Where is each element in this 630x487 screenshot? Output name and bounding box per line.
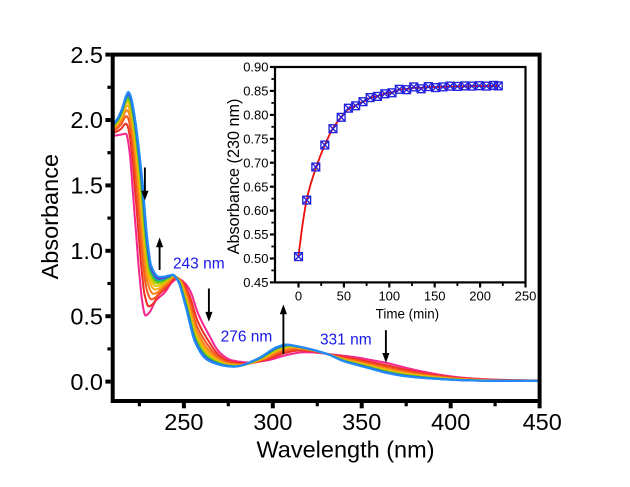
svg-text:0.5: 0.5 (70, 303, 103, 329)
svg-text:1.0: 1.0 (70, 238, 103, 264)
svg-text:0.80: 0.80 (243, 108, 268, 123)
svg-text:0.45: 0.45 (243, 275, 268, 290)
svg-text:331 nm: 331 nm (320, 332, 372, 349)
svg-text:Time (min): Time (min) (376, 306, 439, 321)
svg-text:2.5: 2.5 (70, 42, 103, 68)
svg-text:Absorbance: Absorbance (37, 154, 63, 279)
svg-text:1.5: 1.5 (70, 173, 103, 199)
svg-text:2.0: 2.0 (70, 107, 103, 133)
svg-text:0.90: 0.90 (243, 60, 268, 75)
svg-text:243 nm: 243 nm (173, 255, 225, 272)
svg-text:100: 100 (378, 289, 400, 304)
svg-text:0.75: 0.75 (243, 131, 268, 146)
svg-text:0.85: 0.85 (243, 84, 268, 99)
svg-text:Wavelength (nm): Wavelength (nm) (256, 437, 434, 463)
svg-text:400: 400 (431, 409, 470, 435)
svg-text:200: 200 (469, 289, 491, 304)
svg-text:276 nm: 276 nm (221, 328, 273, 345)
svg-text:0.70: 0.70 (243, 155, 268, 170)
svg-text:0: 0 (295, 289, 302, 304)
svg-text:0.65: 0.65 (243, 179, 268, 194)
svg-text:0.50: 0.50 (243, 251, 268, 266)
svg-text:0.55: 0.55 (243, 227, 268, 242)
svg-text:300: 300 (253, 409, 292, 435)
svg-text:0.60: 0.60 (243, 203, 268, 218)
svg-text:0.0: 0.0 (70, 369, 103, 395)
svg-text:50: 50 (337, 289, 351, 304)
svg-text:250: 250 (515, 289, 537, 304)
svg-text:150: 150 (424, 289, 446, 304)
svg-text:Absorbance (230 nm): Absorbance (230 nm) (225, 99, 243, 255)
svg-text:350: 350 (342, 409, 381, 435)
svg-text:450: 450 (523, 409, 562, 435)
svg-text:250: 250 (164, 409, 203, 435)
